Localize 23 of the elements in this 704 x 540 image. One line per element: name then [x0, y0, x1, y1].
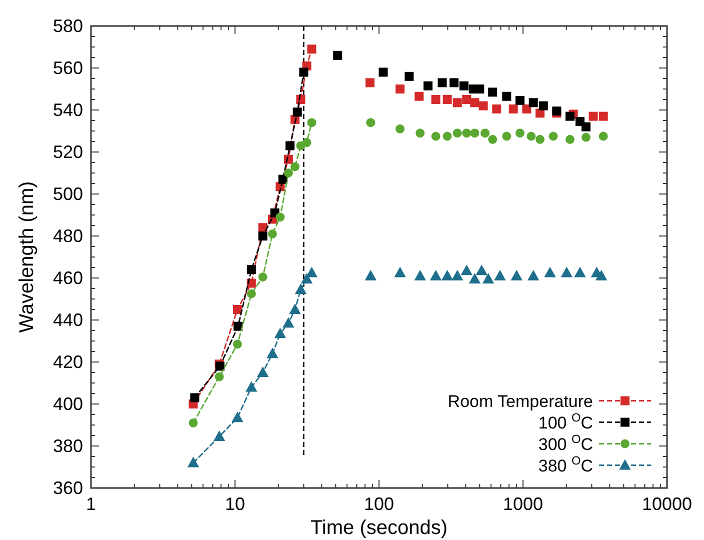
y-tick-label: 360	[52, 478, 83, 498]
y-tick-label: 500	[52, 184, 83, 204]
legend-label: 300 $^{O}$C	[538, 432, 593, 454]
x-tick-label: 10000	[642, 494, 692, 514]
x-tick-label: 10	[224, 494, 246, 514]
y-tick-label: 520	[52, 142, 83, 162]
y-tick-label: 540	[52, 100, 83, 120]
y-tick-label: 460	[52, 268, 83, 288]
y-tick-label: 400	[52, 394, 83, 414]
y-tick-label: 380	[52, 436, 83, 456]
y-axis-title: Wavelength (nm)	[16, 181, 38, 333]
x-tick-label: 1	[86, 494, 96, 514]
legend-label: 100 $^{O}$C	[538, 410, 593, 432]
x-tick-label: 100	[364, 494, 394, 514]
x-axis-title: Time (seconds)	[310, 517, 448, 539]
y-tick-label: 580	[52, 16, 83, 36]
y-tick-label: 420	[52, 352, 83, 372]
legend-label: 380 $^{O}$C	[538, 453, 593, 476]
y-tick-label: 480	[52, 226, 83, 246]
x-tick-label: 1000	[502, 494, 544, 514]
y-tick-label: 440	[52, 310, 83, 330]
y-tick-label: 560	[52, 58, 83, 78]
legend-label: Room Temperature	[448, 392, 593, 411]
